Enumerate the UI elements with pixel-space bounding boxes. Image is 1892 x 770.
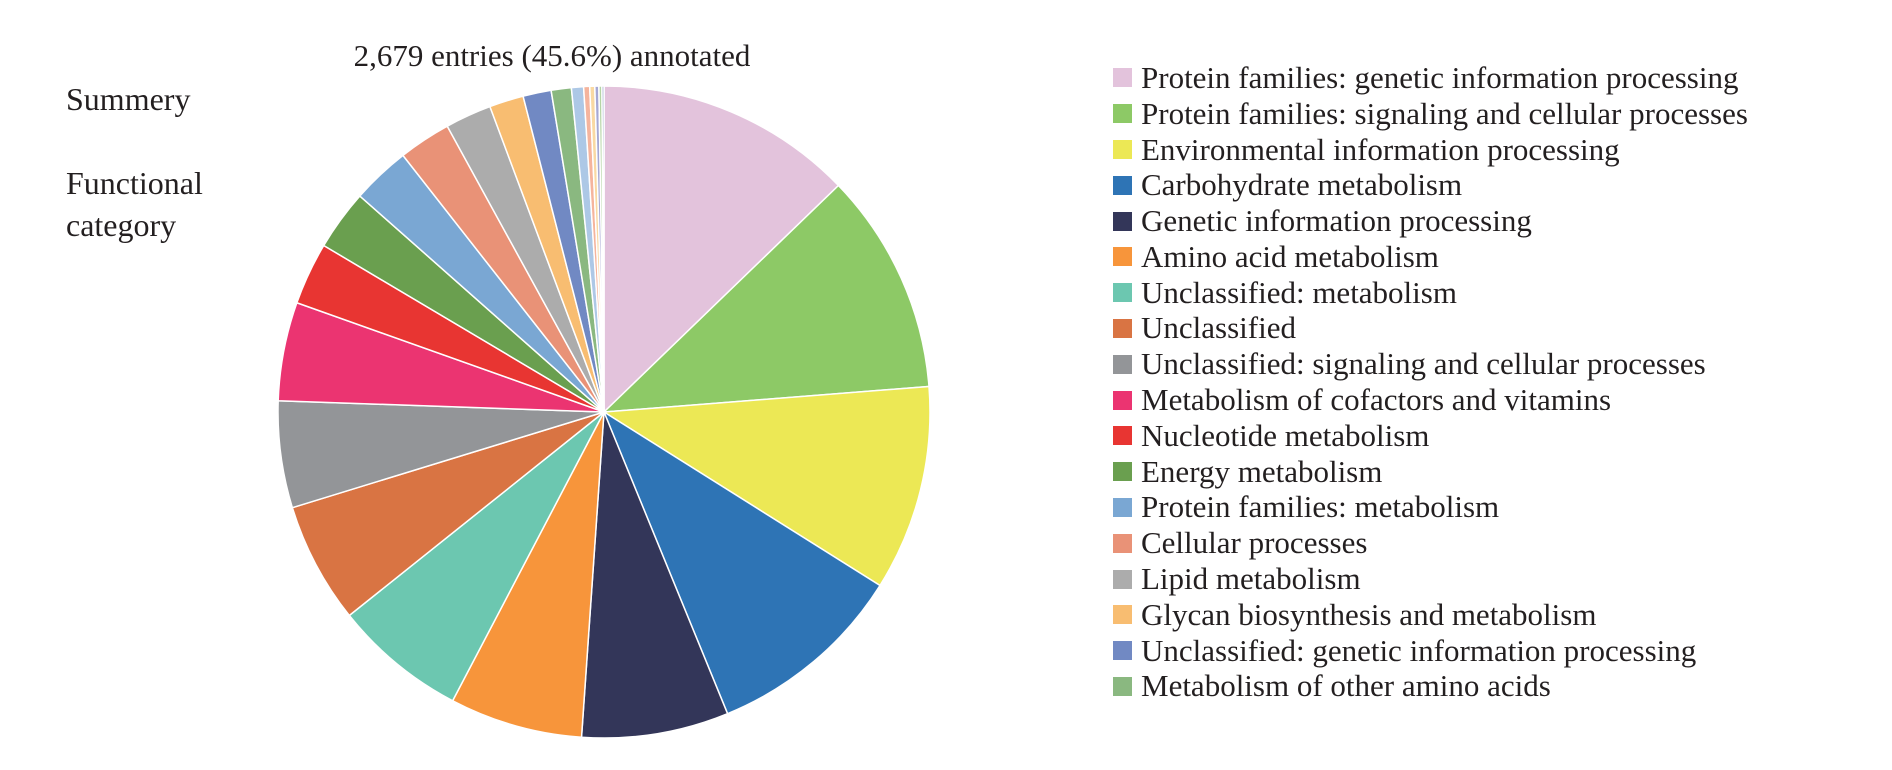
pie-slice-6 <box>348 411 605 702</box>
pie-slice-2 <box>601 385 931 587</box>
legend-item: Environmental information processing <box>1113 132 1748 168</box>
legend-label: Protein families: metabolism <box>1141 489 1500 525</box>
legend-swatch <box>1113 390 1132 410</box>
legend-label: Unclassified: metabolism <box>1141 274 1457 310</box>
legend-swatch <box>1113 104 1132 124</box>
legend-label: Protein families: signaling and cellular… <box>1141 95 1748 131</box>
legend-label: Amino acid metabolism <box>1141 238 1439 274</box>
legend-item: Carbohydrate metabolism <box>1113 167 1748 203</box>
legend-swatch <box>1113 462 1132 482</box>
legend-swatch <box>1113 569 1132 589</box>
legend-item: Protein families: signaling and cellular… <box>1113 96 1748 132</box>
legend-swatch <box>1113 318 1132 338</box>
pie-slice-5 <box>451 411 605 739</box>
legend-item: Lipid metabolism <box>1113 561 1748 597</box>
legend-item: Unclassified <box>1113 310 1748 347</box>
legend-swatch <box>1113 676 1132 696</box>
legend-swatch <box>1113 139 1132 159</box>
legend-label: Energy metabolism <box>1141 453 1383 489</box>
legend-label: Glycan biosynthesis and metabolism <box>1141 596 1597 632</box>
legend-item: Protein families: metabolism <box>1113 489 1748 526</box>
legend-item: Genetic information processing <box>1113 203 1748 239</box>
legend-label: Carbohydrate metabolism <box>1141 167 1463 203</box>
pie-slice-1 <box>601 184 930 413</box>
legend-label: Unclassified <box>1141 310 1296 346</box>
legend-label: Lipid metabolism <box>1141 561 1361 597</box>
legend-swatch <box>1113 497 1132 517</box>
legend-label: Metabolism of other amino acids <box>1141 668 1551 704</box>
legend-label: Nucleotide metabolism <box>1141 417 1430 453</box>
legend-swatch <box>1113 426 1132 446</box>
legend-swatch <box>1113 354 1132 374</box>
pie-slice-7 <box>291 411 605 617</box>
legend-item: Unclassified: metabolism <box>1113 275 1748 311</box>
legend-swatch <box>1113 641 1132 661</box>
pie-slice-4 <box>580 411 729 739</box>
legend-label: Unclassified: genetic information proces… <box>1141 632 1697 668</box>
legend: Protein families: genetic information pr… <box>1113 60 1748 704</box>
legend-label: Environmental information processing <box>1141 131 1620 167</box>
summery-label: Summery <box>66 81 191 117</box>
legend-item: Amino acid metabolism <box>1113 239 1748 275</box>
legend-label: Unclassified: signaling and cellular pro… <box>1141 346 1706 382</box>
legend-item: Unclassified: genetic information proces… <box>1113 633 1748 669</box>
pie-slice-3 <box>602 410 882 715</box>
legend-swatch <box>1113 211 1132 231</box>
legend-swatch <box>1113 175 1132 195</box>
pie-slice-23 <box>601 85 605 413</box>
pie-slices <box>277 85 931 739</box>
chart-title: 2,679 entries (45.6%) annotated <box>354 38 751 73</box>
legend-swatch <box>1113 533 1132 553</box>
pie-slice-0 <box>603 85 840 414</box>
legend-item: Cellular processes <box>1113 525 1748 561</box>
legend-swatch <box>1113 283 1132 303</box>
legend-item: Unclassified: signaling and cellular pro… <box>1113 346 1748 382</box>
legend-item: Glycan biosynthesis and metabolism <box>1113 597 1748 633</box>
legend-item: Energy metabolism <box>1113 454 1748 490</box>
legend-item: Nucleotide metabolism <box>1113 418 1748 454</box>
legend-label: Genetic information processing <box>1141 203 1532 239</box>
legend-swatch <box>1113 247 1132 267</box>
legend-item: Protein families: genetic information pr… <box>1113 60 1748 96</box>
legend-label: Protein families: genetic information pr… <box>1141 59 1739 95</box>
legend-swatch <box>1113 68 1132 88</box>
legend-item: Metabolism of other amino acids <box>1113 668 1748 705</box>
legend-swatch <box>1113 605 1132 625</box>
functional-category-label: Functional category <box>66 165 203 243</box>
legend-item: Metabolism of cofactors and vitamins <box>1113 382 1748 418</box>
legend-label: Metabolism of cofactors and vitamins <box>1141 382 1612 418</box>
legend-label: Cellular processes <box>1141 525 1368 561</box>
